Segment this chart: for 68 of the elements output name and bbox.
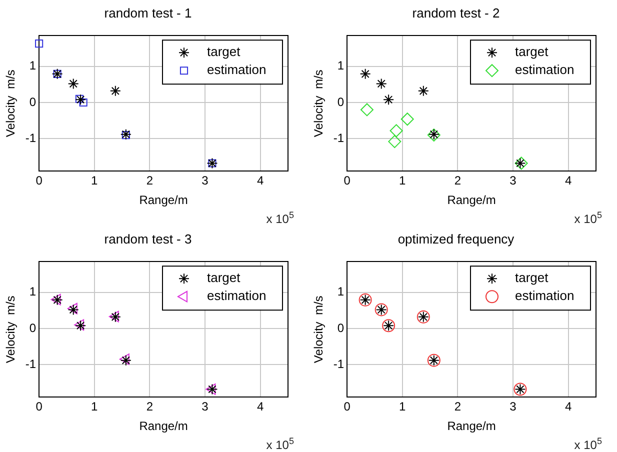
point [120, 128, 132, 140]
x-tick-label: 2 [146, 400, 154, 414]
y-tick-label: 1 [29, 284, 36, 299]
point [68, 78, 79, 90]
y-tick-label: -1 [25, 130, 36, 145]
y-tick-label: 1 [337, 58, 344, 73]
y-axis-title: Velocity m/s [312, 70, 326, 138]
legend-label: target [515, 44, 549, 60]
x-tick-label: 1 [399, 174, 406, 188]
y-axis-title: Velocity m/s [312, 296, 326, 364]
point [360, 103, 374, 116]
y-tick-label: -1 [333, 130, 344, 145]
point [122, 131, 130, 140]
x-axis-title: Range/m [447, 193, 496, 208]
legend-label: target [207, 44, 241, 60]
legend-label: estimation [207, 62, 266, 78]
x-tick-label: 2 [146, 174, 154, 188]
y-tick-label: 0 [337, 94, 344, 109]
y-axis-title: Velocity m/s [4, 296, 18, 364]
point [376, 78, 387, 90]
text: x 10$^{5}$ [574, 209, 602, 226]
x-axis-title: Range/m [139, 419, 188, 434]
chart-title: random test - 2 [412, 5, 500, 20]
point [388, 135, 402, 148]
point [383, 94, 394, 106]
x-axis-title: Range/m [447, 419, 496, 434]
x-tick-label: 3 [202, 400, 209, 414]
x-tick-label: 2 [454, 400, 462, 414]
x-tick-label: 2 [454, 174, 462, 188]
chart-title: optimized frequency [398, 231, 515, 246]
point [418, 85, 429, 96]
text: x 10$^{5}$ [266, 435, 294, 452]
legend-label: estimation [207, 288, 266, 304]
y-tick-label: -1 [333, 356, 344, 371]
x-tick-label: 3 [510, 174, 517, 188]
y-tick-label: -1 [25, 356, 36, 371]
point [390, 124, 403, 138]
x-tick-label: 4 [256, 400, 264, 414]
point [35, 40, 44, 48]
y-tick-label: 0 [29, 94, 36, 109]
point [360, 68, 371, 80]
point [400, 112, 414, 126]
x-tick-label: 1 [91, 174, 98, 188]
y-tick-label: 1 [337, 284, 344, 299]
y-tick-label: 0 [29, 320, 36, 335]
legend-label: estimation [515, 62, 574, 78]
point [75, 94, 84, 103]
x-axis-title: Range/m [139, 193, 188, 208]
legend-label: target [515, 270, 549, 286]
y-tick-label: 0 [337, 320, 344, 335]
x-tick-label: 3 [510, 400, 517, 414]
point [75, 94, 86, 106]
x-tick-label: 4 [256, 174, 264, 188]
x-tick-label: 1 [399, 400, 406, 414]
text: x 10$^{5}$ [574, 435, 602, 452]
point [110, 85, 121, 96]
x-tick-label: 3 [202, 174, 209, 188]
y-tick-label: 1 [29, 58, 36, 73]
x-tick-label: 1 [91, 400, 98, 414]
legend-label: target [207, 270, 241, 286]
x-tick-label: 4 [564, 400, 572, 414]
chart-title: random test - 1 [104, 5, 192, 20]
point [79, 98, 88, 107]
text: x 10$^{5}$ [266, 209, 294, 226]
y-axis-title: Velocity m/s [4, 70, 18, 138]
chart-title: random test - 3 [104, 231, 192, 246]
x-tick-label: 4 [564, 174, 572, 188]
legend-label: estimation [515, 288, 574, 304]
